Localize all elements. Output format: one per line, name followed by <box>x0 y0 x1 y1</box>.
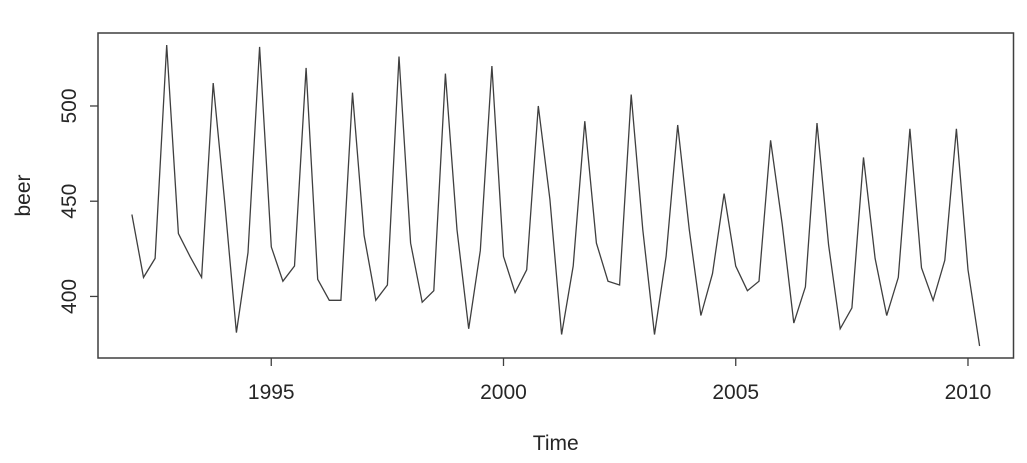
beer-series-line <box>131 44 981 347</box>
x-axis-label: Time <box>533 432 579 455</box>
x-axis-ticks: 1995 2000 2005 2010 <box>248 358 991 404</box>
x-tick-label: 2000 <box>480 381 527 404</box>
y-tick-label: 450 <box>58 184 81 219</box>
y-axis-label: beer <box>12 174 35 216</box>
x-tick-label: 2010 <box>945 381 992 404</box>
y-axis-ticks: 400 450 500 <box>58 88 98 314</box>
x-tick-label: 1995 <box>248 381 295 404</box>
plot-border <box>97 32 1015 359</box>
x-tick-label: 2005 <box>712 381 759 404</box>
y-tick-label: 500 <box>58 88 81 123</box>
y-tick-label: 400 <box>58 279 81 314</box>
